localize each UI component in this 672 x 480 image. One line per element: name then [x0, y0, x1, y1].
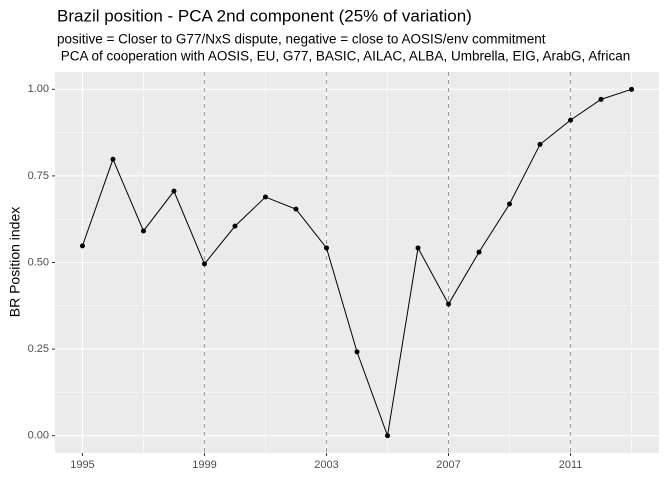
data-point: [79, 243, 85, 249]
data-point: [293, 206, 299, 212]
chart-title: Brazil position - PCA 2nd component (25%…: [57, 6, 472, 25]
data-point: [415, 245, 421, 251]
data-point: [385, 433, 391, 439]
data-point: [354, 349, 360, 355]
data-point: [201, 261, 207, 267]
chart-subtitle: PCA of cooperation with AOSIS, EU, G77, …: [57, 49, 630, 64]
x-tick-label: 2003: [314, 459, 338, 471]
data-point: [140, 228, 146, 234]
data-point: [476, 249, 482, 255]
x-tick-label: 1999: [192, 459, 216, 471]
data-point: [446, 301, 452, 307]
y-tick-label: 0.50: [28, 256, 49, 268]
data-point: [171, 188, 177, 194]
data-point: [110, 156, 116, 162]
x-tick-label: 1995: [70, 459, 94, 471]
data-point: [629, 86, 635, 92]
data-point: [232, 223, 238, 229]
data-point: [507, 201, 513, 207]
data-point: [568, 117, 574, 123]
data-point: [323, 245, 329, 251]
data-point: [598, 96, 604, 102]
y-tick-label: 0.25: [28, 343, 49, 355]
x-tick-label: 2007: [436, 459, 460, 471]
data-point: [537, 141, 543, 147]
chart-subtitle: positive = Closer to G77/NxS dispute, ne…: [57, 32, 546, 47]
y-tick-label: 0.00: [28, 430, 49, 442]
y-tick-label: 1.00: [28, 83, 49, 95]
data-point: [262, 194, 268, 200]
y-tick-label: 0.75: [28, 170, 49, 182]
x-tick-label: 2011: [559, 459, 583, 471]
y-axis-label: BR Position index: [7, 207, 23, 318]
